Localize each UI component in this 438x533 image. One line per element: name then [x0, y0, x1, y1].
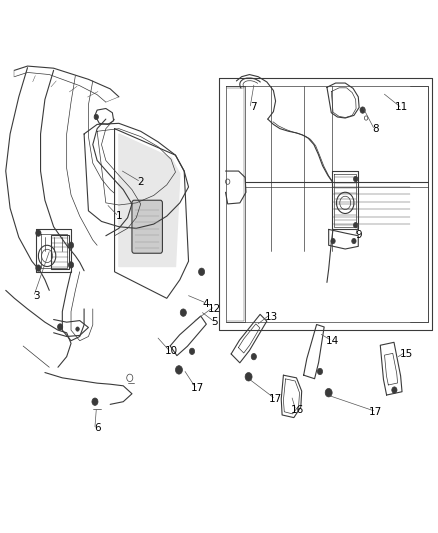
- Text: 17: 17: [191, 383, 204, 393]
- Text: 7: 7: [251, 102, 257, 112]
- Circle shape: [57, 324, 63, 330]
- Text: 3: 3: [33, 290, 39, 301]
- Circle shape: [331, 238, 335, 244]
- Circle shape: [251, 353, 256, 360]
- Text: 14: 14: [325, 336, 339, 346]
- Circle shape: [68, 242, 74, 248]
- FancyBboxPatch shape: [132, 200, 162, 253]
- Circle shape: [36, 265, 41, 271]
- Circle shape: [198, 268, 205, 276]
- Circle shape: [189, 348, 194, 354]
- Circle shape: [352, 238, 356, 244]
- Circle shape: [360, 107, 365, 114]
- Text: 17: 17: [369, 407, 382, 417]
- Text: 4: 4: [203, 298, 209, 309]
- Polygon shape: [119, 134, 180, 266]
- Circle shape: [92, 398, 98, 406]
- Text: 2: 2: [138, 176, 144, 187]
- Circle shape: [36, 230, 41, 236]
- Circle shape: [245, 373, 252, 381]
- Text: 6: 6: [94, 423, 100, 433]
- Text: 5: 5: [212, 317, 218, 327]
- Circle shape: [180, 309, 186, 317]
- Text: 10: 10: [165, 346, 178, 357]
- Circle shape: [353, 222, 358, 228]
- Circle shape: [94, 114, 99, 119]
- Text: 15: 15: [399, 349, 413, 359]
- Circle shape: [68, 262, 74, 268]
- Circle shape: [176, 366, 183, 374]
- Text: 17: 17: [269, 394, 282, 404]
- Circle shape: [76, 327, 79, 331]
- Circle shape: [353, 176, 358, 182]
- Circle shape: [325, 389, 332, 397]
- Text: 1: 1: [116, 211, 122, 221]
- Text: 12: 12: [208, 304, 221, 314]
- Text: 13: 13: [265, 312, 278, 322]
- Text: 16: 16: [291, 405, 304, 415]
- Text: 9: 9: [355, 230, 362, 240]
- Circle shape: [318, 368, 322, 375]
- Text: 11: 11: [395, 102, 408, 112]
- Text: 8: 8: [372, 124, 379, 134]
- Bar: [51, 235, 69, 269]
- Circle shape: [392, 387, 397, 393]
